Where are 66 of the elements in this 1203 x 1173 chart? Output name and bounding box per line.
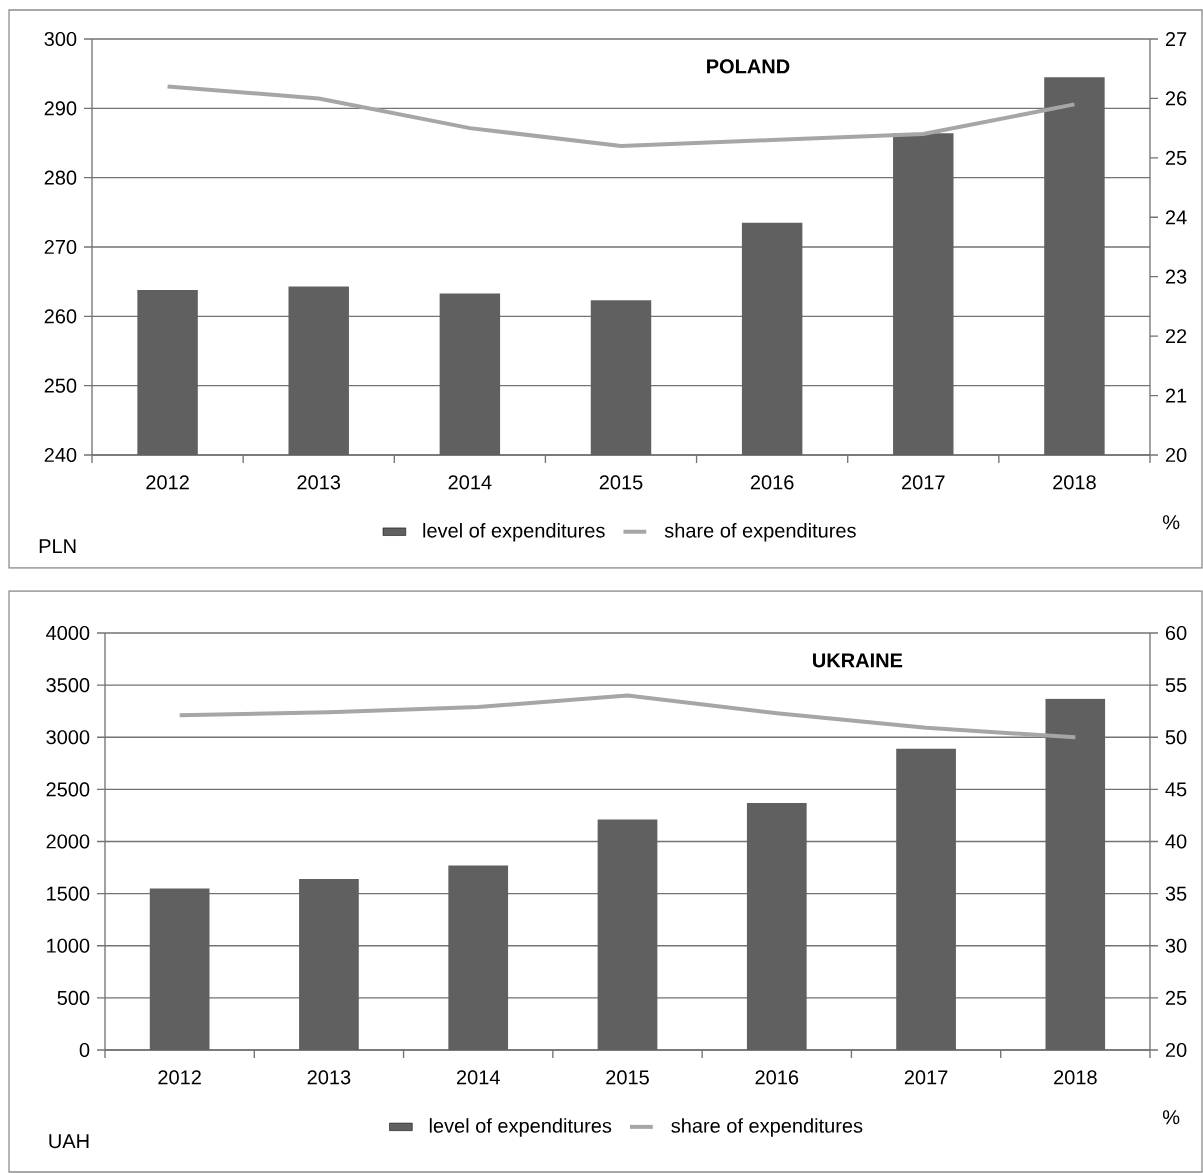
- x-tick-label: 2017: [904, 1070, 948, 1085]
- y2-axis-title: %: [1162, 515, 1180, 530]
- y2-tick-label: 21: [1165, 388, 1187, 403]
- y-axis-title: UAH: [49, 1134, 89, 1149]
- x-tick-label: 2013: [297, 475, 341, 490]
- y-tick-label: 260: [44, 309, 77, 324]
- x-tick-label: 2016: [750, 475, 794, 490]
- legend-label: level of expenditures: [429, 1118, 612, 1137]
- bar: [149, 888, 210, 1050]
- y2-tick-label: 27: [1165, 32, 1187, 46]
- x-tick-label: 2012: [158, 1070, 201, 1085]
- y2-tick-label: 22: [1165, 329, 1187, 344]
- bar: [597, 819, 658, 1050]
- y-tick-label: 500: [57, 990, 90, 1005]
- x-tick-label: 2014: [448, 475, 492, 490]
- y2-tick-label: 26: [1165, 91, 1187, 106]
- y-tick-label: 290: [44, 101, 77, 116]
- y2-tick-label: 25: [1165, 990, 1187, 1005]
- legend-label: level of expenditures: [423, 522, 605, 542]
- x-tick-label: 2017: [902, 475, 945, 490]
- x-tick-label: 2012: [146, 475, 189, 490]
- y2-tick-label: 24: [1165, 210, 1187, 225]
- x-tick-label: 2018: [1053, 475, 1096, 490]
- bar: [896, 748, 956, 1050]
- y-tick-label: 2000: [46, 834, 90, 849]
- y2-tick-label: 20: [1165, 1042, 1187, 1058]
- legend-label: share of expenditures: [664, 522, 856, 542]
- y-tick-label: 4000: [46, 625, 90, 641]
- bar: [448, 865, 509, 1050]
- y2-tick-label: 20: [1165, 447, 1187, 463]
- y-tick-label: 3500: [46, 678, 90, 693]
- y-tick-label: 270: [44, 239, 77, 255]
- x-tick-label: 2014: [456, 1070, 500, 1085]
- x-tick-label: 2015: [606, 1070, 649, 1085]
- bar: [1045, 698, 1106, 1050]
- x-tick-label: 2016: [755, 1070, 799, 1085]
- text: POLAND: [707, 59, 790, 74]
- y-tick-label: 2500: [46, 782, 90, 797]
- y-tick-label: 1500: [47, 886, 90, 901]
- y2-tick-label: 30: [1165, 938, 1187, 953]
- y2-tick-label: 35: [1165, 886, 1187, 901]
- x-tick-label: 2013: [307, 1070, 351, 1085]
- y2-tick-label: 45: [1165, 782, 1187, 797]
- y-tick-label: 250: [44, 378, 77, 393]
- y2-tick-label: 23: [1165, 269, 1187, 284]
- y-tick-label: 3000: [46, 730, 90, 745]
- y-tick-label: 0: [79, 1042, 90, 1058]
- y2-axis-title: %: [1162, 1110, 1180, 1125]
- y2-tick-label: 50: [1165, 730, 1187, 745]
- line-series: [177, 693, 1078, 740]
- x-tick-label: 2018: [1054, 1070, 1097, 1085]
- bar: [746, 802, 807, 1050]
- y-axis-title: PLN: [39, 539, 76, 554]
- line-series: [165, 84, 1077, 148]
- y-tick-label: 240: [44, 447, 77, 463]
- legend-label: share of expenditures: [671, 1118, 863, 1137]
- y2-tick-label: 60: [1165, 625, 1187, 641]
- y-tick-label: 1000: [47, 938, 90, 953]
- y-tick-label: 300: [44, 31, 77, 47]
- x-tick-label: 2015: [599, 475, 643, 490]
- text: UKRAINE: [813, 653, 903, 668]
- y2-tick-label: 25: [1165, 150, 1187, 165]
- bar: [299, 879, 359, 1050]
- y2-tick-label: 40: [1165, 834, 1187, 849]
- y-tick-label: 280: [44, 170, 77, 185]
- y2-tick-label: 55: [1165, 678, 1187, 693]
